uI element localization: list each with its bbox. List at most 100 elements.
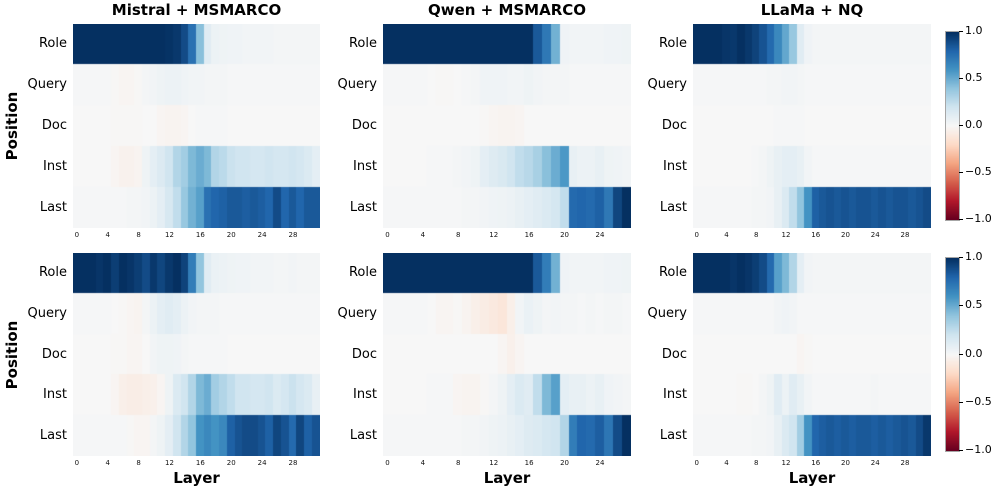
row-label-role: Role: [348, 36, 377, 52]
row-label-inst: Inst: [43, 158, 67, 174]
row-label-doc: Doc: [41, 346, 67, 362]
x-tick-label: 0: [74, 231, 80, 239]
x-tick-label: 12: [781, 459, 791, 467]
row-label-inst: Inst: [353, 158, 377, 174]
heatmap-canvas-panel-2: [693, 24, 931, 228]
row-label-doc: Doc: [661, 346, 687, 362]
row-label-inst: Inst: [353, 387, 377, 403]
colorbar-tick-label: −0.5: [965, 394, 992, 408]
row-label-role: Role: [348, 265, 377, 281]
colorbar-tick-label: −0.5: [965, 165, 992, 178]
x-tick-label: 12: [165, 459, 174, 467]
x-axis-label-layer: Layer: [173, 469, 220, 487]
row-label-last: Last: [39, 427, 67, 443]
x-tick-label: 4: [420, 231, 426, 239]
row-label-last: Last: [349, 427, 377, 443]
colorbar-canvas: [945, 257, 960, 452]
panel-title-qwen-msmarco: Qwen + MSMARCO: [427, 1, 587, 19]
colorbar-tick-label: −1.0: [965, 212, 992, 225]
colorbar-tick-label: 1.0: [965, 24, 983, 37]
row-label-inst: Inst: [663, 387, 687, 403]
heatmap-canvas-panel-5: [693, 253, 931, 456]
colorbar-tick-mark: [959, 31, 963, 32]
colorbar-tick-label: 0.0: [965, 118, 983, 131]
x-tick-label: 28: [288, 459, 298, 467]
x-tick-label: 0: [694, 231, 699, 239]
x-tick-label: 20: [841, 231, 850, 239]
x-tick-label: 24: [257, 459, 267, 467]
panel-title-mistral-msmarco: Mistral + MSMARCO: [111, 1, 282, 19]
x-tick-label: 24: [257, 231, 267, 239]
row-label-last: Last: [659, 199, 687, 215]
row-label-doc: Doc: [661, 118, 687, 133]
panel-title-llama-nq: LLaMa + NQ: [760, 1, 864, 19]
colorbar-tick-label: 1.0: [965, 250, 983, 263]
row-label-inst: Inst: [663, 158, 687, 174]
row-label-doc: Doc: [41, 118, 67, 133]
colorbar-tick-mark: [959, 354, 963, 355]
x-tick-label: 16: [195, 231, 205, 239]
x-tick-label: 4: [105, 231, 110, 239]
x-tick-label: 16: [524, 459, 534, 467]
x-tick-label: 28: [900, 231, 910, 239]
colorbar-tick-mark: [959, 402, 963, 403]
x-tick-label: 24: [595, 231, 605, 239]
row-label-doc: Doc: [351, 346, 377, 362]
x-tick-label: 24: [870, 231, 880, 239]
x-tick-label: 8: [753, 231, 759, 239]
row-label-role: Role: [658, 265, 687, 281]
colorbar-tick-mark: [959, 219, 963, 220]
x-tick-label: 12: [781, 231, 791, 239]
colorbar-tick-label: 0.5: [965, 71, 983, 84]
colorbar-tick-mark: [959, 257, 963, 258]
x-tick-label: 8: [456, 231, 461, 239]
x-tick-label: 28: [288, 231, 298, 239]
colorbar-tick-mark: [959, 450, 963, 451]
colorbar-canvas: [945, 31, 960, 221]
x-tick-label: 12: [165, 231, 174, 239]
x-tick-label: 24: [870, 459, 880, 467]
x-tick-label: 0: [385, 459, 390, 467]
colorbar-tick-mark: [959, 172, 963, 173]
row-label-last: Last: [659, 427, 687, 443]
x-tick-label: 16: [811, 231, 821, 239]
x-tick-label: 16: [524, 231, 534, 239]
row-label-query: Query: [647, 305, 687, 321]
x-tick-label: 28: [900, 459, 910, 467]
row-label-last: Last: [39, 199, 67, 215]
colorbar-tick-label: 0.5: [965, 298, 983, 312]
row-label-role: Role: [38, 36, 67, 52]
x-tick-label: 16: [195, 459, 205, 467]
x-tick-label: 12: [489, 459, 499, 467]
x-tick-label: 12: [489, 231, 499, 239]
row-label-query: Query: [337, 77, 377, 93]
row-label-query: Query: [27, 77, 67, 93]
colorbar-tick-label: 0.0: [965, 346, 983, 360]
x-tick-label: 4: [724, 231, 729, 239]
x-tick-label: 4: [420, 459, 426, 467]
x-tick-label: 0: [385, 231, 390, 239]
row-label-last: Last: [349, 199, 377, 215]
x-tick-label: 8: [136, 231, 141, 239]
row-label-query: Query: [647, 77, 687, 93]
x-axis-label-layer: Layer: [788, 469, 836, 487]
x-axis-label-layer: Layer: [483, 469, 531, 487]
x-tick-label: 8: [753, 459, 759, 467]
heatmap-canvas-panel-3: [73, 253, 320, 456]
row-label-query: Query: [27, 305, 67, 321]
x-tick-label: 4: [105, 459, 110, 467]
x-tick-label: 24: [595, 459, 605, 467]
colorbar-tick-label: −1.0: [965, 443, 992, 456]
x-tick-label: 4: [724, 459, 729, 467]
x-tick-label: 8: [136, 459, 141, 467]
x-tick-label: 0: [694, 459, 699, 467]
colorbar-tick-mark: [959, 305, 963, 306]
x-tick-label: 20: [841, 459, 850, 467]
row-label-query: Query: [337, 305, 377, 321]
row-label-role: Role: [658, 36, 687, 52]
x-tick-label: 20: [560, 231, 570, 239]
x-tick-label: 0: [74, 459, 80, 467]
row-label-doc: Doc: [351, 118, 377, 133]
heatmap-canvas-panel-0: [73, 24, 320, 228]
row-label-role: Role: [38, 265, 67, 281]
